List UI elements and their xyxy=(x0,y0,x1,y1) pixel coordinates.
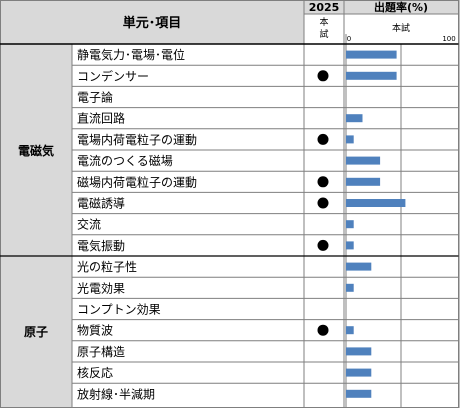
section-label-denjiki: 電磁気 xyxy=(18,143,54,158)
rate-header: 出題率(%) xyxy=(374,0,428,14)
item-label: 磁場内荷電粒子の運動 xyxy=(77,174,197,189)
rate-subheader: 本試 xyxy=(392,22,410,34)
rate-bar xyxy=(346,389,372,398)
rate-bar xyxy=(346,156,381,165)
axis-min-label: 0 xyxy=(347,35,351,43)
rate-bar xyxy=(346,326,354,335)
rate-bar xyxy=(346,347,372,356)
item-label: 原子構造 xyxy=(77,345,125,359)
rate-header-bg xyxy=(344,0,459,14)
item-label: 放射線･半減期 xyxy=(77,386,155,401)
item-label: 電場内荷電粒子の運動 xyxy=(77,132,197,147)
exam-2025-dot xyxy=(317,197,329,209)
rate-bar xyxy=(346,114,363,123)
rate-bar xyxy=(346,283,354,292)
item-label: コンデンサー xyxy=(77,68,149,83)
rate-bar xyxy=(346,220,354,229)
exam-vertical-label: 本試 xyxy=(319,16,328,40)
item-label: 光の粒子性 xyxy=(77,259,137,274)
exam-label-char: 試 xyxy=(319,28,328,40)
rate-bar xyxy=(346,241,354,250)
item-label: 物質波 xyxy=(77,323,113,338)
exam-label-char: 本 xyxy=(319,16,328,28)
rate-bar xyxy=(346,50,397,59)
exam-2025-dot xyxy=(317,133,329,145)
item-label: コンプトン効果 xyxy=(77,302,161,317)
item-label: 電流のつくる磁場 xyxy=(77,153,173,168)
section-label-genshi: 原子 xyxy=(24,325,48,339)
unit-item-header: 単元･項目 xyxy=(123,15,182,31)
exam-2025-dot xyxy=(317,324,329,336)
item-label: 電磁誘導 xyxy=(77,196,125,211)
axis-max-label: 100 xyxy=(442,35,455,43)
rate-bar xyxy=(346,368,372,377)
item-label: 光電効果 xyxy=(77,280,125,295)
item-label: 電気振動 xyxy=(77,238,125,253)
header-bg xyxy=(0,0,304,44)
item-label: 核反応 xyxy=(77,366,113,380)
year-header: 2025 xyxy=(309,1,340,14)
item-label: 静電気力･電場･電位 xyxy=(77,47,185,62)
year-header-bg xyxy=(304,0,344,14)
item-label: 交流 xyxy=(77,217,101,232)
rate-bar xyxy=(346,199,406,207)
rate-bar xyxy=(346,71,397,80)
rate-bar xyxy=(346,177,381,186)
item-label: 直流回路 xyxy=(77,111,125,126)
exam-2025-dot xyxy=(317,176,329,188)
item-label: 電子論 xyxy=(77,90,113,105)
exam-2025-dot xyxy=(317,70,329,82)
section-bg-denjiki xyxy=(0,44,72,256)
rate-bar xyxy=(346,262,372,271)
rate-bar xyxy=(346,135,354,144)
exam-2025-dot xyxy=(317,239,329,251)
section-bg-genshi xyxy=(0,256,72,408)
